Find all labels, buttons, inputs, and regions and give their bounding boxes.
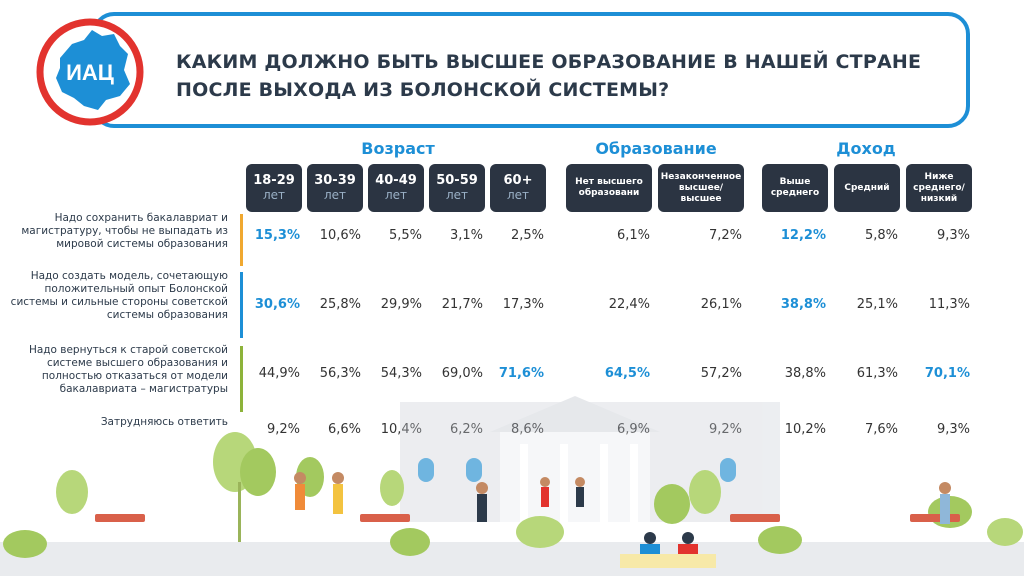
column-header: 60+ лет: [490, 164, 546, 212]
table-cell: 30,6%: [254, 297, 300, 312]
column-header: Незаконченное высшее/ высшее: [658, 164, 744, 212]
title-frame: [92, 12, 970, 128]
column-header-label: 50-59: [436, 173, 478, 188]
table-cell: 7,2%: [708, 228, 742, 243]
row-accent-bar: [240, 346, 243, 412]
table-cell: 25,1%: [856, 297, 898, 312]
column-header-label: Средний: [844, 182, 890, 193]
column-header-unit: лет: [262, 188, 286, 202]
table-cell: 44,9%: [258, 366, 300, 381]
table-cell: 9,3%: [936, 422, 970, 437]
column-header-unit: лет: [506, 188, 530, 202]
column-header: 18-29 лет: [246, 164, 302, 212]
table-cell: 71,6%: [498, 366, 544, 381]
park-illustration: [0, 396, 1024, 576]
ground: [0, 542, 1024, 576]
picnic-blanket: [620, 554, 716, 568]
column-header: Нет высшего образовани: [566, 164, 652, 212]
table-cell: 56,3%: [319, 366, 361, 381]
column-header: Ниже среднего/ низкий: [906, 164, 972, 212]
table-cell: 17,3%: [502, 297, 544, 312]
column-header: 50-59 лет: [429, 164, 485, 212]
page-title: КАКИМ ДОЛЖНО БЫТЬ ВЫСШЕЕ ОБРАЗОВАНИЕ В Н…: [176, 48, 936, 104]
table-cell: 38,8%: [784, 366, 826, 381]
table-cell: 38,8%: [780, 297, 826, 312]
table-cell: 29,9%: [380, 297, 422, 312]
row-label: Затрудняюсь ответить: [100, 416, 228, 428]
table-cell: 8,6%: [484, 422, 544, 437]
row-label: Надо вернуться к старой советской систем…: [28, 344, 228, 395]
column-header: 40-49 лет: [368, 164, 424, 212]
table-cell: 9,2%: [266, 422, 300, 437]
table-cell: 5,8%: [864, 228, 898, 243]
table-cell: 10,4%: [362, 422, 422, 437]
table-cell: 6,6%: [327, 422, 361, 437]
background-building: [400, 396, 780, 522]
group-header: Возраст: [361, 139, 435, 158]
table-cell: 25,8%: [319, 297, 361, 312]
logo-text: ИАЦ: [66, 60, 114, 85]
column-header: Выше среднего: [762, 164, 828, 212]
column-header-label: 40-49: [375, 173, 417, 188]
group-header: Образование: [595, 139, 717, 158]
table-cell: 10,2%: [784, 422, 826, 437]
table-cell: 57,2%: [700, 366, 742, 381]
column-header-label: 30-39: [314, 173, 356, 188]
logo: ИАЦ: [36, 18, 144, 126]
column-header-label: Незаконченное высшее/ высшее: [660, 171, 742, 204]
table-cell: 22,4%: [608, 297, 650, 312]
column-header: 30-39 лет: [307, 164, 363, 212]
table-cell: 6,1%: [616, 228, 650, 243]
table-cell: 21,7%: [441, 297, 483, 312]
region-map-icon: [56, 30, 130, 110]
row-accent-bar: [240, 214, 243, 266]
column-header-label: Выше среднего: [770, 177, 820, 198]
table-cell: 3,1%: [449, 228, 483, 243]
row-label: Надо сохранить бакалавриат и магистратур…: [21, 212, 228, 250]
table-cell: 9,2%: [682, 422, 742, 437]
table-cell: 64,5%: [604, 366, 650, 381]
bushes: [3, 516, 1023, 558]
column-header-unit: лет: [384, 188, 408, 202]
column-header: Средний: [834, 164, 900, 212]
table-cell: 54,3%: [380, 366, 422, 381]
column-header-label: Нет высшего образовани: [575, 177, 643, 198]
title-line-2: ПОСЛЕ ВЫХОДА ИЗ БОЛОНСКОЙ СИСТЕМЫ?: [176, 79, 670, 101]
column-header-label: 18-29: [253, 173, 295, 188]
table-cell: 5,5%: [388, 228, 422, 243]
table-cell: 61,3%: [856, 366, 898, 381]
group-header: Доход: [836, 139, 896, 158]
table-cell: 6,9%: [590, 422, 650, 437]
table-cell: 7,6%: [864, 422, 898, 437]
column-header-unit: лет: [445, 188, 469, 202]
column-header-label: 60+: [503, 173, 533, 188]
table-cell: 26,1%: [700, 297, 742, 312]
table-cell: 15,3%: [254, 228, 300, 243]
people: [294, 472, 951, 556]
building-windows: [418, 458, 736, 482]
row-label: Надо создать модель, сочетающую положите…: [10, 270, 228, 321]
row-accent-bar: [240, 272, 243, 338]
table-cell: 69,0%: [441, 366, 483, 381]
table-cell: 11,3%: [928, 297, 970, 312]
table-cell: 70,1%: [924, 366, 970, 381]
title-line-1: КАКИМ ДОЛЖНО БЫТЬ ВЫСШЕЕ ОБРАЗОВАНИЕ В Н…: [176, 51, 922, 73]
table-cell: 12,2%: [780, 228, 826, 243]
table-cell: 2,5%: [510, 228, 544, 243]
column-header-unit: лет: [323, 188, 347, 202]
column-header-label: Ниже среднего/ низкий: [913, 171, 965, 204]
table-cell: 6,2%: [423, 422, 483, 437]
table-cell: 9,3%: [936, 228, 970, 243]
table-cell: 10,6%: [319, 228, 361, 243]
